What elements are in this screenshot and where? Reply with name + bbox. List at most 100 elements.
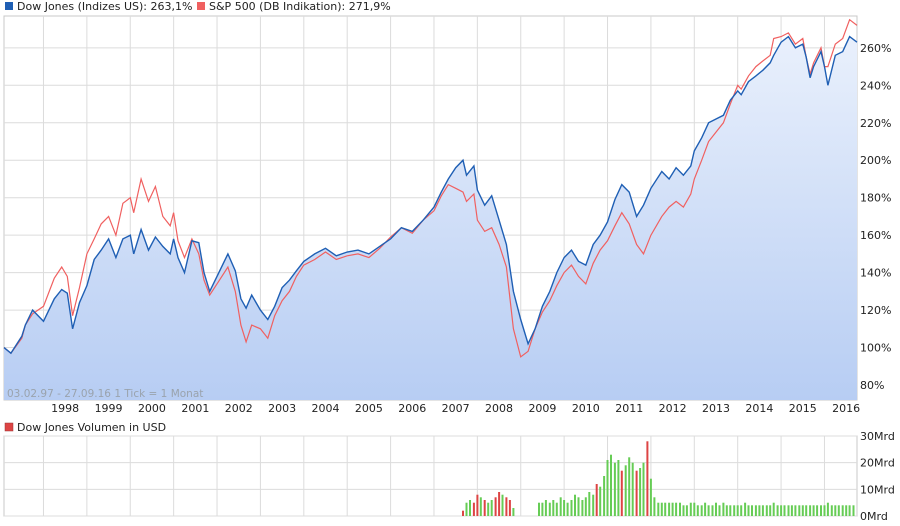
volume-y-ticks: 0Mrd 10Mrd 20Mrd 30Mrd xyxy=(860,430,895,523)
dow-legend-swatch xyxy=(5,2,13,10)
volume-bar xyxy=(613,462,616,516)
volume-bar xyxy=(559,497,562,516)
volume-bar xyxy=(820,505,822,516)
volume-bar xyxy=(660,502,663,516)
year-tick-label: 2016 xyxy=(832,402,860,415)
volume-bar xyxy=(852,505,855,516)
year-tick-label: 2014 xyxy=(745,402,773,415)
year-tick-label: 2007 xyxy=(442,402,470,415)
volume-bar xyxy=(653,497,656,516)
year-tick-label: 2000 xyxy=(138,402,166,415)
price-y-tick-label: 80% xyxy=(860,379,884,392)
year-tick-label: 2010 xyxy=(572,402,600,415)
volume-bar xyxy=(472,502,475,516)
volume-bar xyxy=(555,502,558,516)
volume-plot-area xyxy=(3,435,858,517)
year-tick-label: 2009 xyxy=(528,402,556,415)
year-tick-label: 2012 xyxy=(659,402,687,415)
volume-bar xyxy=(646,441,649,516)
volume-bar xyxy=(649,478,652,516)
volume-bar xyxy=(563,500,566,516)
volume-bar xyxy=(729,505,732,516)
volume-bar xyxy=(639,468,642,516)
volume-bar xyxy=(642,462,645,516)
volume-bar xyxy=(505,497,508,516)
volume-bar xyxy=(544,500,547,516)
volume-y-tick-label: 20Mrd xyxy=(860,457,895,470)
volume-bar xyxy=(574,494,576,516)
volume-bar xyxy=(722,502,725,516)
volume-bar xyxy=(606,460,609,516)
volume-bar xyxy=(816,505,819,516)
volume-bars xyxy=(462,441,855,516)
year-tick-label: 1998 xyxy=(51,402,79,415)
volume-bar xyxy=(498,492,501,516)
volume-bar xyxy=(740,505,743,516)
year-tick-label: 2015 xyxy=(789,402,817,415)
volume-bar xyxy=(581,500,584,516)
volume-bar xyxy=(812,505,815,516)
volume-bar xyxy=(801,505,804,516)
volume-bar xyxy=(624,465,627,516)
volume-bar xyxy=(483,500,486,516)
price-y-tick-label: 200% xyxy=(860,154,891,167)
dow-legend-label: Dow Jones (Indizes US): 263,1% xyxy=(17,0,192,13)
year-tick-label: 2011 xyxy=(615,402,643,415)
volume-bar xyxy=(584,497,587,516)
volume-bar xyxy=(469,500,471,516)
volume-y-tick-label: 10Mrd xyxy=(860,483,895,496)
volume-bar xyxy=(776,505,779,516)
volume-bar xyxy=(772,502,775,516)
volume-bar xyxy=(617,460,620,516)
price-y-tick-label: 160% xyxy=(860,229,891,242)
volume-bar xyxy=(566,502,569,516)
price-y-ticks: 80% 100% 120% 140% 160% 180% 200% 220% 240% 260% xyxy=(860,42,891,392)
volume-bar xyxy=(635,470,638,516)
volume-bar xyxy=(610,454,612,516)
dow-line xyxy=(3,35,858,355)
sp500-line xyxy=(3,18,858,358)
volume-bar xyxy=(837,505,840,516)
volume-bar xyxy=(689,502,692,516)
price-panel: 80%100%120%140%160%180%200%220%240%260% … xyxy=(3,15,891,415)
price-y-tick-label: 220% xyxy=(860,117,891,130)
volume-bar xyxy=(490,500,493,516)
volume-bar xyxy=(761,505,764,516)
sp500-legend-label: S&P 500 (DB Indikation): 271,9% xyxy=(209,0,391,13)
volume-bar xyxy=(711,505,714,516)
volume-bar xyxy=(765,505,768,516)
volume-bar xyxy=(664,502,667,516)
year-tick-label: 2006 xyxy=(398,402,426,415)
volume-bar xyxy=(754,505,757,516)
year-tick-label: 2013 xyxy=(702,402,730,415)
volume-bar xyxy=(657,502,660,516)
volume-bar xyxy=(541,502,544,516)
volume-bar xyxy=(501,494,504,516)
volume-bar xyxy=(599,486,602,516)
volume-bar xyxy=(798,505,801,516)
price-y-tick-label: 260% xyxy=(860,42,891,55)
volume-bar xyxy=(733,505,736,516)
volume-bar xyxy=(628,457,631,516)
volume-bar xyxy=(805,505,808,516)
volume-bar xyxy=(465,502,468,516)
volume-bar xyxy=(725,505,728,516)
price-y-tick-label: 240% xyxy=(860,79,891,92)
year-tick-label: 2005 xyxy=(355,402,383,415)
volume-bar xyxy=(679,502,681,516)
volume-bar xyxy=(834,505,837,516)
year-tick-label: 2008 xyxy=(485,402,513,415)
volume-bar xyxy=(704,502,707,516)
volume-bar xyxy=(675,502,678,516)
price-y-tick-label: 100% xyxy=(860,342,891,355)
volume-bar xyxy=(620,470,623,516)
volume-bar xyxy=(715,502,717,516)
volume-bar xyxy=(845,505,848,516)
volume-bar xyxy=(790,505,793,516)
volume-bar xyxy=(588,492,591,516)
year-tick-label: 2001 xyxy=(181,402,209,415)
performance-area xyxy=(4,36,857,400)
volume-bar xyxy=(577,497,580,516)
volume-panel: 0Mrd 10Mrd 20Mrd 30Mrd Dow Jones Volumen in… xyxy=(3,421,895,523)
volume-bar xyxy=(538,502,540,516)
